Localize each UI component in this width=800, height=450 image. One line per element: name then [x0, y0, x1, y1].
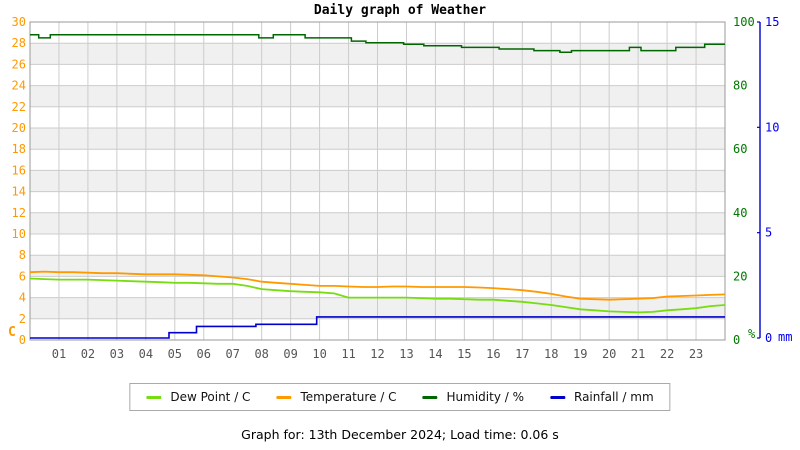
series-humidity: [30, 33, 725, 53]
svg-text:15: 15: [765, 15, 779, 29]
svg-text:C: C: [8, 325, 16, 340]
svg-text:%: %: [748, 327, 756, 341]
svg-text:28: 28: [12, 36, 26, 50]
svg-text:0: 0: [19, 333, 26, 347]
svg-text:05: 05: [168, 347, 182, 361]
series-rainfall: [30, 316, 725, 339]
legend-label: Temperature / C: [300, 390, 397, 404]
svg-text:8: 8: [19, 248, 26, 262]
svg-text:0: 0: [765, 331, 772, 345]
svg-text:15: 15: [457, 347, 471, 361]
series-temperature: [29, 270, 726, 301]
svg-text:11: 11: [341, 347, 355, 361]
svg-text:23: 23: [689, 347, 703, 361]
svg-text:14: 14: [428, 347, 442, 361]
svg-text:40: 40: [733, 206, 747, 220]
svg-text:24: 24: [12, 79, 26, 93]
rain-axis-labels: 0 5 10 15 mm: [765, 15, 792, 345]
rain-axis: [757, 21, 761, 339]
svg-text:mm: mm: [778, 330, 792, 344]
humidity-swatch-icon: [422, 395, 438, 399]
svg-text:19: 19: [573, 347, 587, 361]
svg-text:17: 17: [515, 347, 529, 361]
svg-text:80: 80: [733, 79, 747, 93]
svg-text:21: 21: [631, 347, 645, 361]
legend-item-humidity: Humidity / %: [422, 390, 524, 404]
svg-text:10: 10: [312, 347, 326, 361]
svg-text:16: 16: [486, 347, 500, 361]
svg-text:22: 22: [12, 100, 26, 114]
svg-text:18: 18: [544, 347, 558, 361]
legend-box: Dew Point / C Temperature / C Humidity /…: [129, 383, 671, 411]
svg-text:01: 01: [52, 347, 66, 361]
svg-text:0: 0: [733, 333, 740, 347]
svg-text:6: 6: [19, 269, 26, 283]
legend-label: Rainfall / mm: [574, 390, 654, 404]
svg-text:30: 30: [12, 15, 26, 29]
svg-text:26: 26: [12, 57, 26, 71]
svg-text:02: 02: [81, 347, 95, 361]
svg-text:5: 5: [765, 226, 772, 240]
legend-label: Humidity / %: [446, 390, 524, 404]
legend-label: Dew Point / C: [170, 390, 251, 404]
rainfall-swatch-icon: [550, 395, 565, 399]
svg-text:20: 20: [602, 347, 616, 361]
svg-text:10: 10: [12, 227, 26, 241]
legend-item-dew-point: Dew Point / C: [146, 390, 250, 404]
svg-text:04: 04: [139, 347, 153, 361]
svg-text:07: 07: [225, 347, 239, 361]
svg-text:18: 18: [12, 142, 26, 156]
svg-text:10: 10: [765, 120, 779, 134]
dew-point-swatch-icon: [146, 395, 162, 399]
svg-text:2: 2: [19, 312, 26, 326]
svg-text:13: 13: [399, 347, 413, 361]
legend-item-temperature: Temperature / C: [276, 390, 397, 404]
graph-footer-caption: Graph for: 13th December 2024; Load time…: [241, 427, 559, 442]
svg-text:20: 20: [12, 121, 26, 135]
humidity-axis-labels: 0 20 40 60 80 100%: [733, 15, 756, 347]
svg-text:06: 06: [197, 347, 211, 361]
temperature-swatch-icon: [276, 395, 292, 399]
svg-text:12: 12: [12, 206, 26, 220]
svg-text:100: 100: [733, 15, 755, 29]
svg-text:12: 12: [370, 347, 384, 361]
svg-text:4: 4: [19, 291, 26, 305]
svg-text:09: 09: [283, 347, 297, 361]
plot-border: [29, 21, 726, 341]
svg-text:16: 16: [12, 163, 26, 177]
svg-text:20: 20: [733, 269, 747, 283]
svg-text:60: 60: [733, 142, 747, 156]
svg-text:03: 03: [110, 347, 124, 361]
svg-text:14: 14: [12, 185, 26, 199]
series-dew: [29, 277, 726, 314]
legend-item-rainfall: Rainfall / mm: [550, 390, 654, 404]
x-axis-labels: 01 02 03 04 05 06 07 08 09 10 11 12 13 14 15 16 17 18 19 20…: [52, 347, 704, 361]
svg-text:08: 08: [254, 347, 268, 361]
svg-text:22: 22: [660, 347, 674, 361]
grid-lines: [30, 22, 725, 340]
chart-title: Daily graph of Weather: [313, 3, 487, 18]
